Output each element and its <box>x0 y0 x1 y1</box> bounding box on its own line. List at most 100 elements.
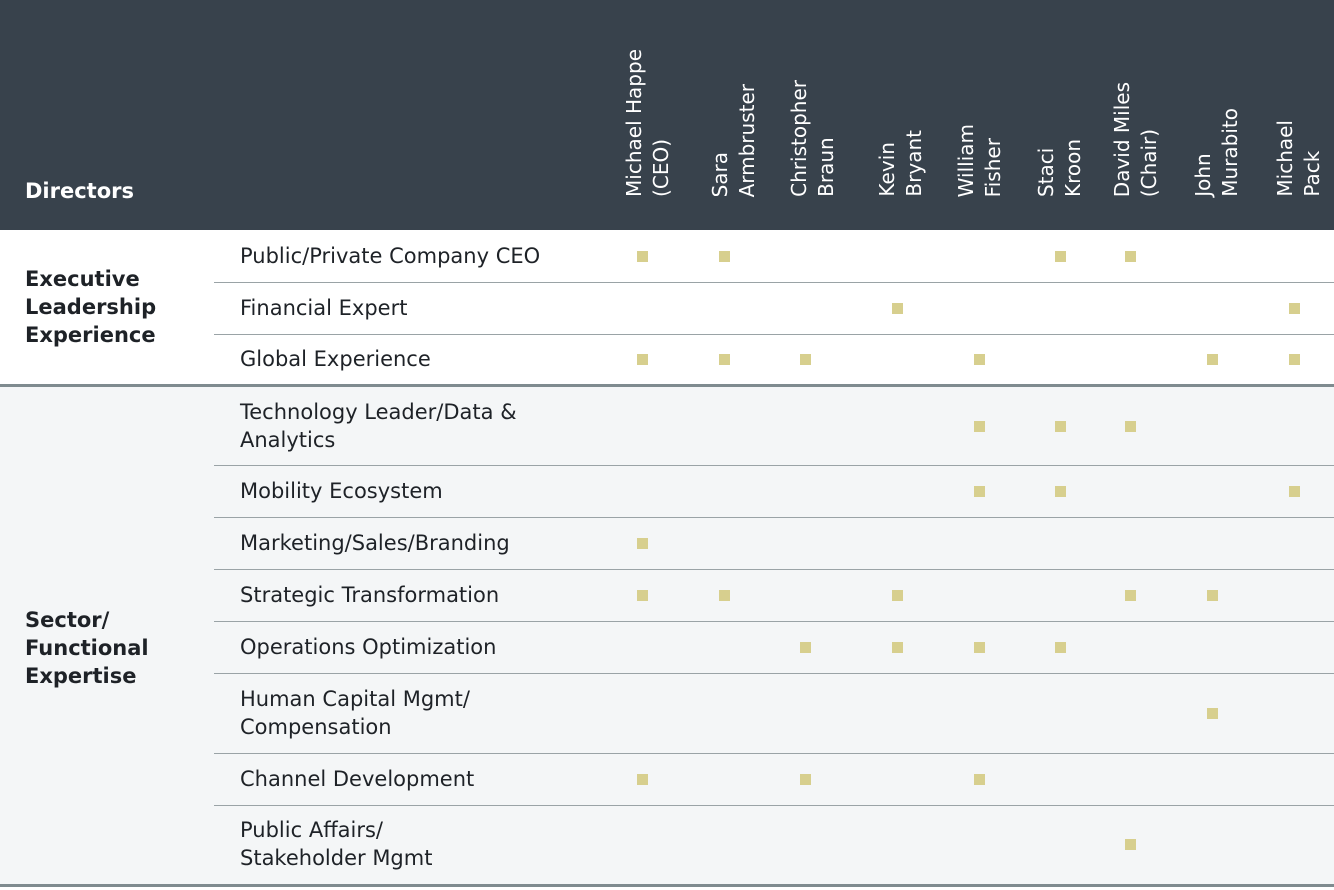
matrix-header: Directors Michael Happe (CEO) Sara Armbrust… <box>0 0 1334 230</box>
row-divider <box>214 805 1334 806</box>
category-title-line: Experience <box>25 323 156 347</box>
skill-label: Financial Expert <box>240 294 600 322</box>
director-name-line: Kevin <box>875 142 899 198</box>
skill-label: Mobility Ecosystem <box>240 477 600 505</box>
director-name-line: (CEO) <box>649 139 673 197</box>
skill-row: Mobility Ecosystem <box>0 465 1334 517</box>
director-name-line: John <box>1191 153 1215 198</box>
header-title: Directors <box>25 179 134 203</box>
skill-mark <box>1289 486 1300 497</box>
director-name: Sara Armbruster <box>707 84 761 197</box>
skill-mark <box>719 251 730 262</box>
category-section: Sector/Functional Expertise Technology Lea… <box>0 387 1334 884</box>
skill-mark <box>974 642 985 653</box>
skill-label: Marketing/Sales/Branding <box>240 529 600 557</box>
skill-label-line: Global Experience <box>240 347 431 371</box>
skill-mark <box>1207 354 1218 365</box>
skill-mark <box>637 354 648 365</box>
skill-mark <box>637 538 648 549</box>
skill-mark <box>637 774 648 785</box>
director-name-line: (Chair) <box>1137 128 1161 197</box>
skill-row: Channel Development <box>0 753 1334 805</box>
skill-label: Operations Optimization <box>240 633 600 661</box>
skill-mark <box>719 354 730 365</box>
skill-row: Marketing/Sales/Branding <box>0 517 1334 569</box>
skill-label-line: Stakeholder Mgmt <box>240 845 433 870</box>
skill-mark <box>892 590 903 601</box>
skill-mark <box>1289 354 1300 365</box>
skill-label: Human Capital Mgmt/Compensation <box>240 685 600 741</box>
director-name-line: Michael Happe <box>622 49 646 197</box>
skill-mark <box>800 774 811 785</box>
director-name: William Fisher <box>953 124 1007 197</box>
skill-mark <box>800 642 811 653</box>
skill-row: Human Capital Mgmt/Compensation <box>0 673 1334 753</box>
director-name: Kevin Bryant <box>874 130 928 197</box>
skill-label-line: Public Affairs/ <box>240 817 384 842</box>
director-name-line: David Miles <box>1110 81 1134 197</box>
skill-mark <box>1207 590 1218 601</box>
director-name-line: Armbruster <box>735 83 759 197</box>
skill-mark <box>1289 303 1300 314</box>
skill-label: Channel Development <box>240 765 600 793</box>
skill-mark <box>1207 708 1218 719</box>
director-name-line: Pack <box>1300 151 1324 197</box>
director-name-line: Bryant <box>902 130 926 197</box>
skill-row: Technology Leader/Data & Analytics <box>0 387 1334 465</box>
skill-label-line: Strategic Transformation <box>240 583 500 607</box>
skill-mark <box>1125 251 1136 262</box>
skill-label-line: Compensation <box>240 715 392 739</box>
director-name-line: Christopher <box>787 80 811 197</box>
skill-mark <box>1055 486 1066 497</box>
category-title-line: Executive <box>25 267 140 291</box>
skill-mark <box>1125 838 1136 850</box>
skill-label: Strategic Transformation <box>240 581 600 609</box>
skill-label: Public Affairs/Stakeholder Mgmt <box>240 816 600 872</box>
director-name-line: William <box>954 123 978 197</box>
category-title-line: Expertise <box>25 663 137 688</box>
skill-mark <box>1055 251 1066 262</box>
director-name: David Miles (Chair) <box>1109 82 1163 197</box>
category-section: Executive Leadership Experience Public/Priv… <box>0 230 1334 384</box>
skill-mark <box>1125 421 1136 432</box>
skill-label-line: Human Capital Mgmt/ <box>240 687 470 711</box>
skill-label-line: Channel Development <box>240 767 475 791</box>
skill-row: Financial Expert <box>0 282 1334 334</box>
category-title-line: Sector/ <box>25 607 110 632</box>
row-divider <box>214 465 1334 466</box>
skill-mark <box>892 642 903 653</box>
category-title-line: Functional <box>25 635 149 660</box>
skill-label-line: Technology Leader/Data & <box>240 400 517 424</box>
director-name: Michael Pack <box>1272 120 1326 197</box>
row-divider <box>214 334 1334 335</box>
director-name-line: Michael <box>1273 120 1297 197</box>
skill-label-line: Analytics <box>240 428 336 452</box>
skill-mark <box>1055 421 1066 432</box>
director-name-line: Murabito <box>1218 108 1242 197</box>
row-divider <box>214 517 1334 518</box>
skill-mark <box>974 354 985 365</box>
skill-mark <box>637 251 648 262</box>
director-name-line: Fisher <box>981 137 1005 197</box>
skill-label-line: Financial Expert <box>240 296 408 320</box>
row-divider <box>214 753 1334 754</box>
section-divider <box>0 384 1334 387</box>
skill-mark <box>1055 642 1066 653</box>
skill-label-line: Mobility Ecosystem <box>240 479 443 503</box>
row-divider <box>214 569 1334 570</box>
skill-label-line: Public/Private Company CEO <box>240 244 541 268</box>
skill-mark <box>892 303 903 314</box>
director-name: John Murabito <box>1190 108 1244 197</box>
director-name-line: Sara <box>708 151 732 197</box>
skill-label-line: Operations Optimization <box>240 635 497 659</box>
row-divider <box>214 621 1334 622</box>
skill-row: Public Affairs/Stakeholder Mgmt <box>0 805 1334 882</box>
skill-row: Operations Optimization <box>0 621 1334 673</box>
director-name: Christopher Braun <box>786 80 840 197</box>
skill-label: Public/Private Company CEO <box>240 242 600 270</box>
skill-label-line: Marketing/Sales/Branding <box>240 531 510 555</box>
category-title-line: Leadership <box>25 295 157 319</box>
skill-label: Technology Leader/Data & Analytics <box>240 398 600 454</box>
director-name: Staci Kroon <box>1033 139 1087 197</box>
